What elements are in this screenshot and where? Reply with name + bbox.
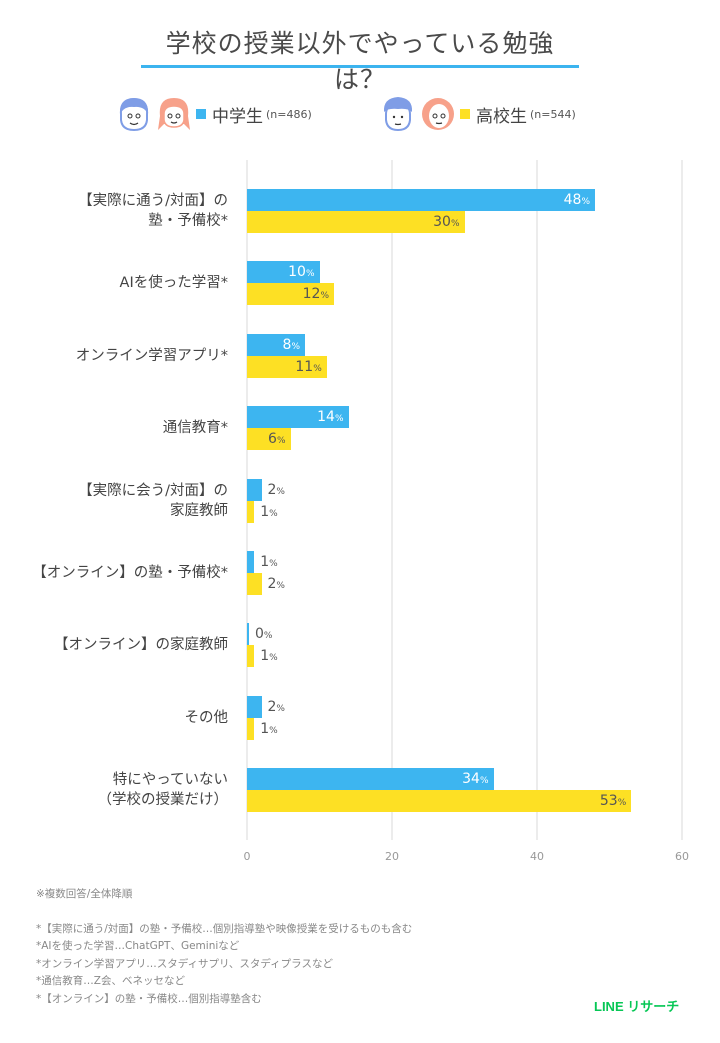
- category-label: 【オンライン】の塾・予備校*: [32, 565, 228, 581]
- bar-junior-high: [247, 478, 262, 501]
- bar-junior-high: [247, 261, 320, 284]
- x-tick-label: 40: [530, 850, 544, 863]
- category-label: 特にやっていない （学校の授業だけ）: [97, 772, 229, 809]
- chart-title: 学校の授業以外でやっている勉強は？: [165, 29, 555, 94]
- gridline-60: [681, 160, 683, 840]
- bar-value-label: 2%: [267, 576, 285, 592]
- bar-value-label: 14%: [317, 409, 344, 426]
- bar-value-label: 6%: [268, 431, 286, 448]
- legend-sample-size: (n=544): [530, 107, 576, 121]
- bar-value-label: 1%: [260, 720, 278, 737]
- gridline-40: [536, 160, 538, 840]
- bar-value-label: 11%: [295, 358, 322, 375]
- footnote: *【オンライン】の塾・予備校…個別指導塾含む: [36, 992, 262, 1005]
- bar-high-school: [247, 573, 262, 595]
- gridline-20: [391, 160, 393, 840]
- footnote: *【実際に通う/対面】の塾・予備校…個別指導塾や映像授業を受けるものも含む: [36, 922, 413, 935]
- line-research-logo: LINE リサーチ: [594, 999, 680, 1014]
- bar-high-school: [247, 645, 255, 668]
- category-label: AIを使った学習*: [119, 275, 228, 292]
- girl-face-icon: [158, 98, 190, 130]
- title-underline: [141, 65, 579, 68]
- x-tick-label: 20: [385, 850, 399, 863]
- legend-item-junior-high: 中学生 (n=486): [116, 92, 312, 136]
- legend-sample-size: (n=486): [266, 107, 312, 121]
- bar-high-school: [247, 211, 465, 233]
- bar-high-school: [247, 500, 255, 523]
- bar-high-school: [247, 355, 327, 378]
- bar-junior-high: [247, 189, 595, 211]
- footnote: *AIを使った学習…ChatGPT、Geminiなど: [36, 940, 240, 952]
- legend-swatch-yellow: [460, 109, 470, 119]
- bar-high-school: [247, 790, 632, 813]
- bar-value-label: 1%: [260, 554, 278, 570]
- bar-junior-high: [247, 551, 255, 573]
- bar-value-label: 1%: [260, 503, 278, 520]
- bar-value-label: 0%: [255, 626, 273, 643]
- bar-junior-high: [247, 406, 349, 429]
- bar-high-school: [247, 283, 334, 306]
- footnote: *オンライン学習アプリ…スタディサプリ、スタディプラスなど: [36, 957, 333, 970]
- category-label: 通信教育*: [162, 420, 228, 437]
- bar-high-school: [247, 717, 255, 740]
- category-label: その他: [184, 709, 229, 726]
- bar-value-label: 2%: [267, 481, 285, 498]
- bar-value-label: 48%: [563, 192, 590, 208]
- bar-junior-high: [247, 695, 262, 718]
- bar-high-school: [247, 428, 291, 451]
- bar-junior-high: [247, 333, 305, 356]
- plot-area: 0 20 40 60 48% 30% 10% 12% 8% 11% 14% 6% 2% 1% 1% 2…: [244, 160, 689, 863]
- bar-value-label: 10%: [288, 264, 315, 281]
- category-label: 【オンライン】の家庭教師: [54, 637, 228, 654]
- x-tick-label: 0: [243, 850, 251, 863]
- category-label: オンライン学習アプリ*: [75, 347, 228, 364]
- bar-junior-high: [247, 623, 249, 646]
- footnotes: ※複数回答/全体降順 *【実際に通う/対面】の塾・予備校…個別指導塾や映像授業を…: [36, 886, 412, 1008]
- legend-swatch-blue: [196, 109, 206, 119]
- bar-value-label: 2%: [267, 698, 285, 715]
- girl-face-icon: [422, 98, 454, 130]
- bar-value-label: 30%: [433, 214, 460, 230]
- bar-junior-high: [247, 768, 494, 791]
- legend-label: 中学生: [212, 106, 263, 127]
- bar-value-label: 53%: [599, 793, 627, 810]
- bar-value-label: 12%: [302, 286, 329, 303]
- footnote: *通信教育…Z会、ベネッセなど: [36, 975, 185, 987]
- boy-face-icon: [119, 97, 149, 132]
- legend-label: 高校生: [476, 106, 527, 127]
- x-tick-label: 60: [675, 850, 689, 863]
- boy-face-icon: [383, 97, 413, 132]
- footnote-summary: ※複数回答/全体降順: [36, 888, 133, 900]
- bar-value-label: 34%: [462, 771, 489, 788]
- legend-item-high-school: 高校生 (n=544): [380, 92, 576, 136]
- bar-value-label: 8%: [282, 336, 300, 353]
- category-label: 【実際に会う/対面】の 家庭教師: [78, 482, 228, 519]
- bar-value-label: 1%: [260, 648, 278, 665]
- category-label: 【実際に通う/対面】の 塾・予備校*: [78, 193, 228, 229]
